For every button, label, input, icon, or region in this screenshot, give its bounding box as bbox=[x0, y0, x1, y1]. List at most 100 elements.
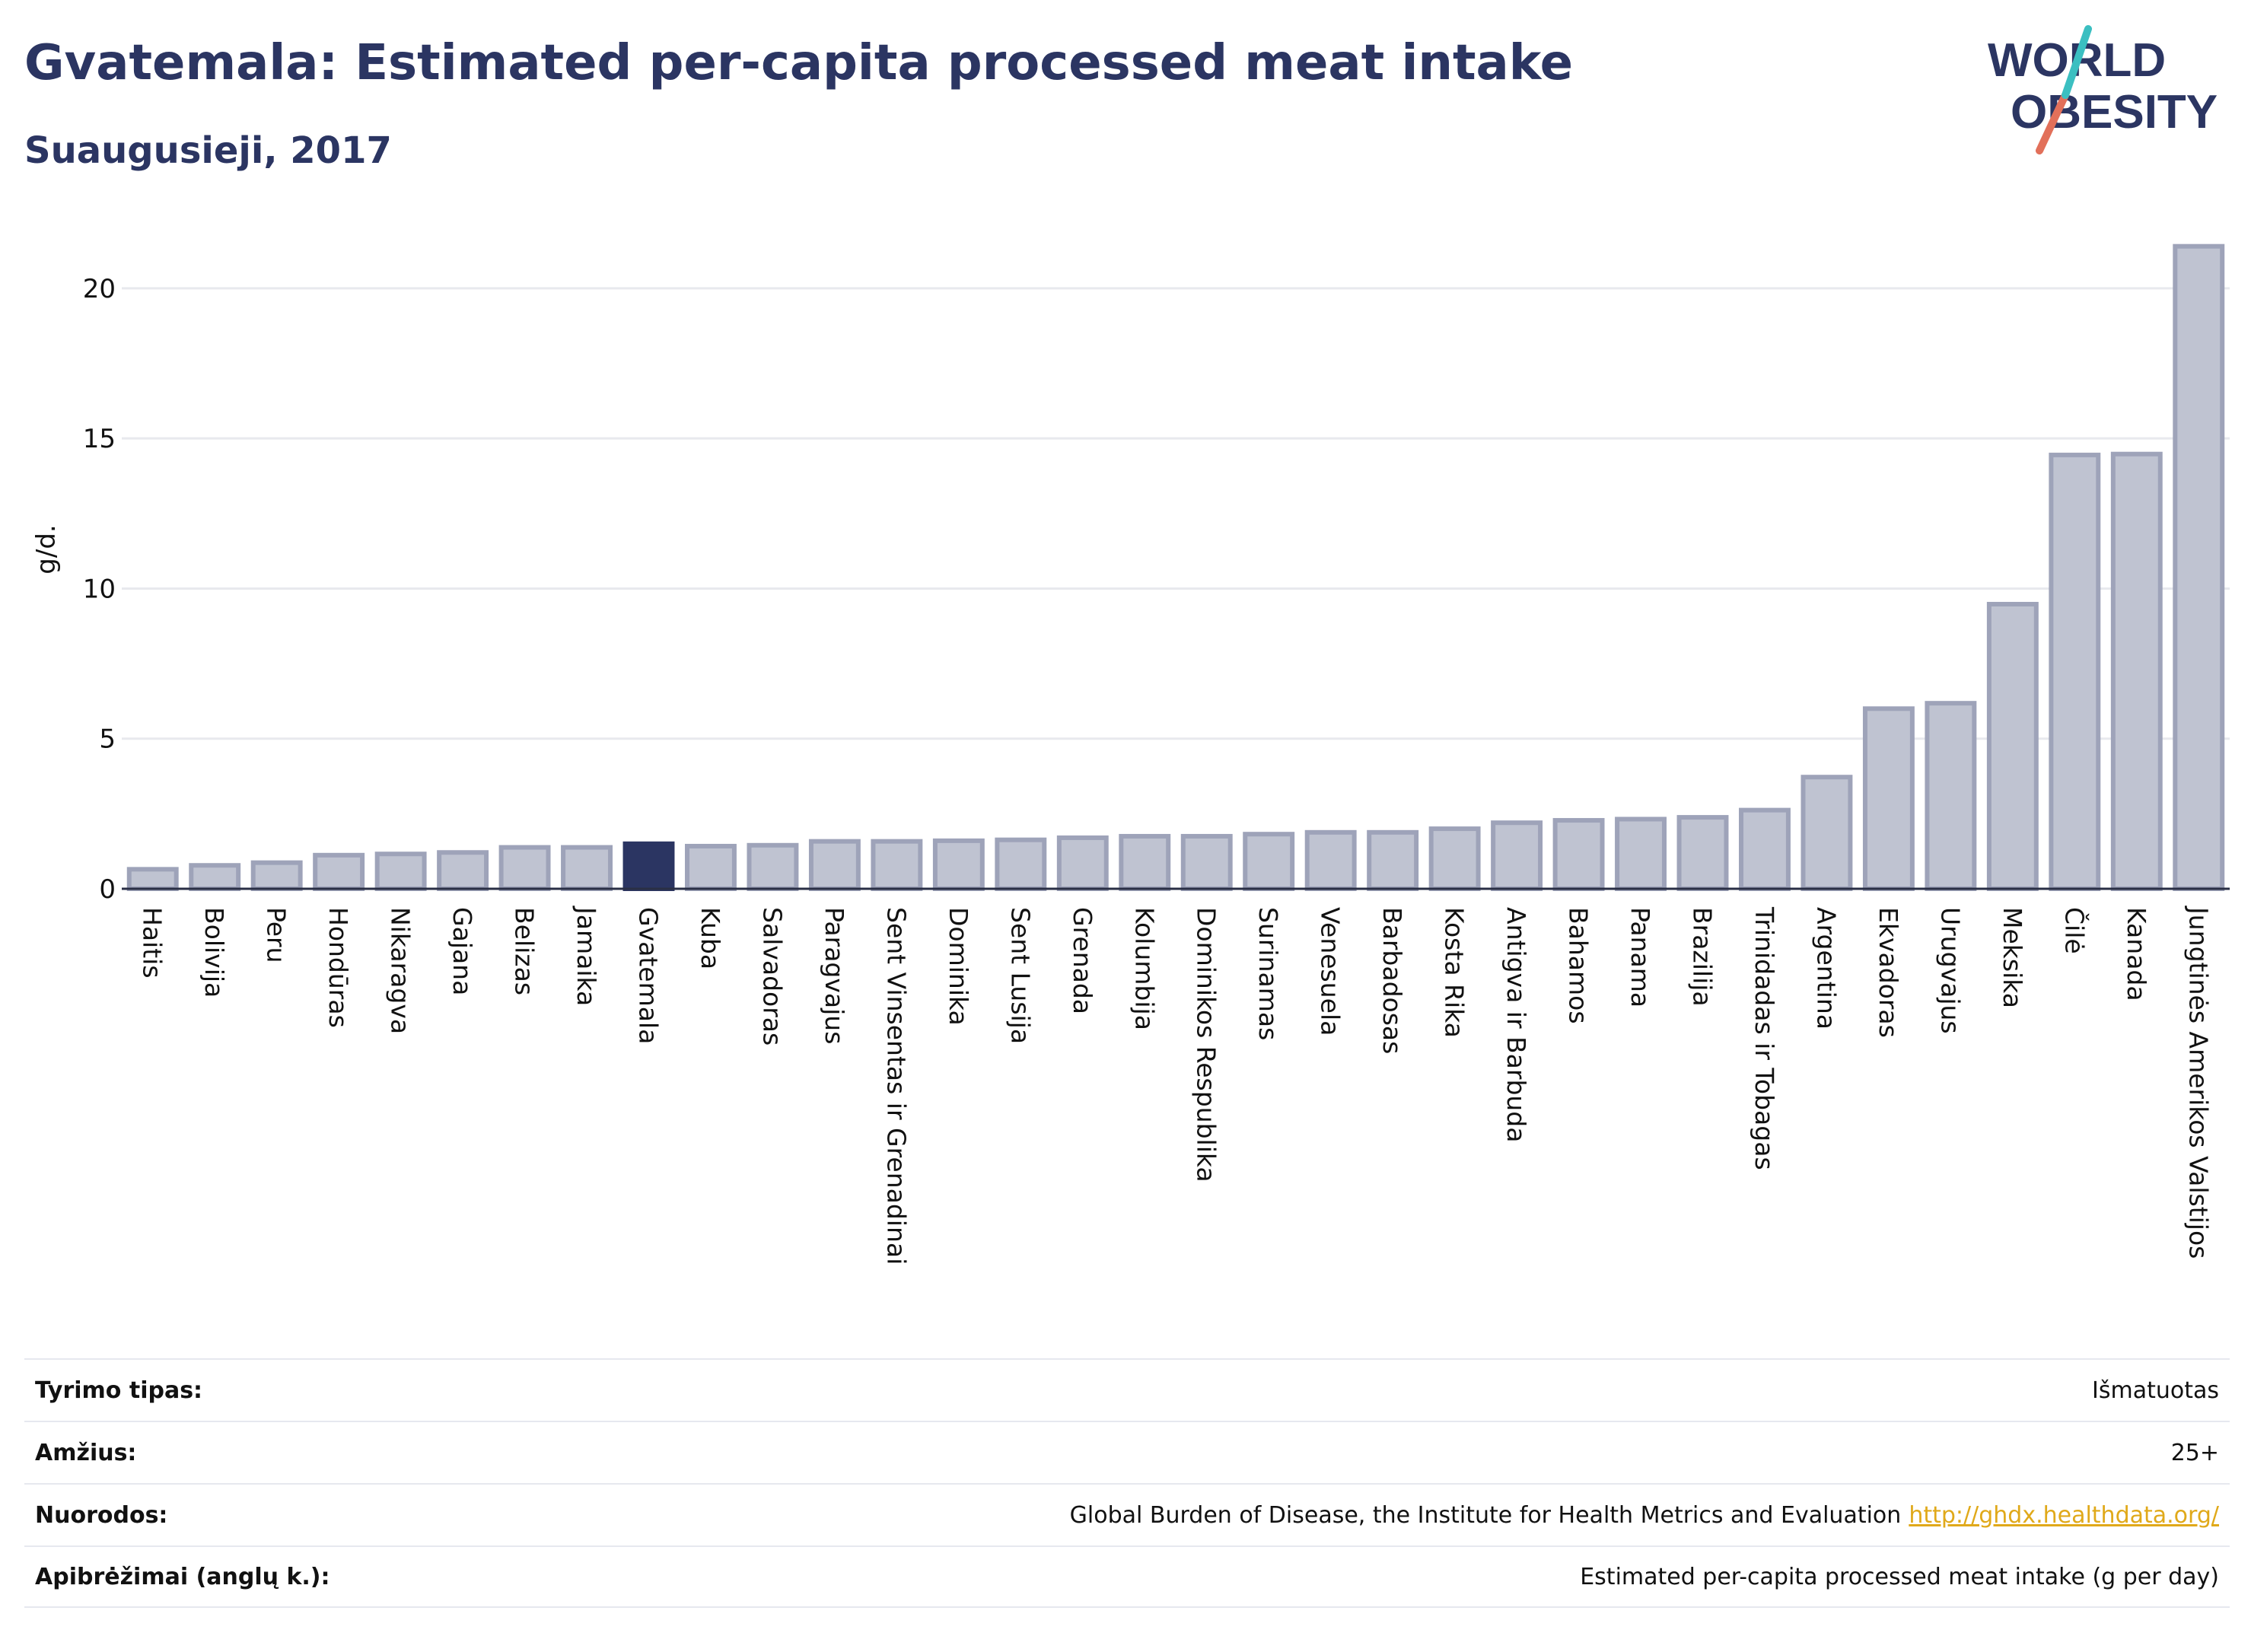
x-tick-label: Venesuela bbox=[1316, 907, 1345, 1036]
x-tick-label: Surinamas bbox=[1253, 907, 1283, 1040]
logo-slash-red bbox=[2036, 91, 2069, 154]
source-link[interactable]: http://ghdx.healthdata.org/ bbox=[1909, 1501, 2219, 1529]
x-tick-label: Kuba bbox=[696, 907, 725, 969]
y-axis-label: g/d. bbox=[31, 524, 62, 574]
y-tick-label: 15 bbox=[83, 424, 116, 454]
bar[interactable] bbox=[1056, 835, 1109, 891]
bars bbox=[126, 244, 2225, 892]
x-tick-label: Urugvajus bbox=[1935, 907, 1965, 1034]
bar[interactable] bbox=[622, 841, 675, 892]
x-tick-label: Bolivija bbox=[199, 907, 229, 998]
x-tick-label: Barbadosas bbox=[1377, 907, 1407, 1054]
bar[interactable] bbox=[1180, 833, 1233, 892]
bar[interactable] bbox=[1739, 807, 1791, 892]
chart-subtitle: Suaugusieji, 2017 bbox=[24, 129, 392, 172]
x-tick-label: Gajana bbox=[447, 907, 477, 995]
bar[interactable] bbox=[1862, 706, 1915, 891]
bar[interactable] bbox=[1304, 829, 1357, 891]
x-tick-label: Čilė bbox=[2059, 907, 2090, 954]
info-label: Apibrėžimai (anglų k.): bbox=[35, 1563, 330, 1590]
x-tick-label: Sent Lusija bbox=[1005, 907, 1035, 1044]
bar[interactable] bbox=[1552, 818, 1605, 891]
x-tick-label: Bahamos bbox=[1564, 907, 1594, 1024]
bar[interactable] bbox=[1986, 601, 2039, 891]
bar[interactable] bbox=[189, 863, 241, 892]
info-table: Tyrimo tipas: Išmatuotas Amžius: 25+ Nuorodo… bbox=[24, 1358, 2230, 1608]
info-label: Tyrimo tipas: bbox=[35, 1377, 203, 1404]
y-tick-label: 5 bbox=[99, 724, 116, 755]
bar[interactable] bbox=[1615, 816, 1667, 891]
x-tick-label: Haitis bbox=[138, 907, 167, 979]
x-tick-label: Hondūras bbox=[323, 907, 353, 1028]
info-row: Tyrimo tipas: Išmatuotas bbox=[24, 1358, 2230, 1421]
bar[interactable] bbox=[437, 850, 489, 892]
bar[interactable] bbox=[1367, 829, 1419, 891]
x-tick-label: Meksika bbox=[1998, 907, 2027, 1008]
x-tick-label: Brazilija bbox=[1688, 907, 1718, 1007]
info-row: Amžius: 25+ bbox=[24, 1421, 2230, 1483]
x-tick-label: Dominikos Respublika bbox=[1192, 907, 1221, 1183]
y-tick-label: 0 bbox=[99, 874, 116, 905]
info-value-text: Global Burden of Disease, the Institute … bbox=[1069, 1501, 1902, 1529]
y-tick-label: 20 bbox=[83, 274, 116, 304]
info-value: Global Burden of Disease, the Institute … bbox=[1070, 1502, 2219, 1529]
x-tick-label: Sent Vinsentas ir Grenadinai bbox=[881, 907, 911, 1265]
info-value: Estimated per-capita processed meat inta… bbox=[1580, 1564, 2219, 1590]
axes: 0 5 10 15 20 Haitis Bolivija Peru Hondūras Nikara… bbox=[83, 274, 2230, 1265]
x-tick-label: Peru bbox=[262, 907, 291, 963]
x-tick-label: Kosta Rika bbox=[1440, 907, 1469, 1038]
chart-title: Gvatemala: Estimated per-capita processe… bbox=[24, 35, 1573, 91]
info-value-text: Išmatuotas bbox=[2092, 1377, 2219, 1404]
x-tick-label: Kanada bbox=[2122, 907, 2151, 1001]
info-label: Nuorodos: bbox=[35, 1501, 168, 1529]
x-tick-label: Nikaragva bbox=[386, 907, 415, 1034]
bar[interactable] bbox=[1925, 701, 1977, 891]
bar[interactable] bbox=[250, 860, 303, 892]
x-tick-label: Trinidadas ir Tobagas bbox=[1750, 906, 1779, 1170]
x-tick-label: Dominika bbox=[944, 907, 973, 1026]
info-label: Amžius: bbox=[35, 1439, 137, 1466]
info-row: Nuorodos: Global Burden of Disease, the I… bbox=[24, 1483, 2230, 1545]
info-row: Apibrėžimai (anglų k.): Estimated per-cap… bbox=[24, 1545, 2230, 1608]
world-obesity-logo: WORLD OBESITY bbox=[1988, 25, 2218, 154]
bar[interactable] bbox=[932, 838, 985, 891]
x-tick-label: Argentina bbox=[1811, 907, 1841, 1030]
info-value-text: 25+ bbox=[2170, 1439, 2219, 1466]
x-tick-label: Paragvajus bbox=[820, 907, 849, 1044]
bar[interactable] bbox=[498, 845, 551, 892]
info-value: Išmatuotas bbox=[2092, 1377, 2219, 1404]
x-tick-label: Belizas bbox=[510, 907, 540, 995]
x-tick-label: Ekvadoras bbox=[1874, 907, 1903, 1038]
x-tick-label: Jamaika bbox=[572, 906, 601, 1006]
bar[interactable] bbox=[1676, 815, 1729, 891]
bar[interactable] bbox=[1428, 826, 1481, 892]
y-tick-label: 10 bbox=[83, 574, 116, 604]
bar[interactable] bbox=[1800, 775, 1853, 891]
bar[interactable] bbox=[685, 843, 737, 891]
bar[interactable] bbox=[313, 852, 365, 892]
grid-lines bbox=[122, 287, 2230, 740]
x-tick-label: Kolumbija bbox=[1129, 907, 1159, 1030]
bar[interactable] bbox=[561, 845, 613, 892]
bar[interactable] bbox=[1243, 832, 1295, 892]
bar[interactable] bbox=[2110, 451, 2163, 891]
x-tick-label: Panama bbox=[1625, 907, 1655, 1007]
bar[interactable] bbox=[374, 851, 427, 892]
x-tick-label: Jungtinės Amerikos Valstijos bbox=[2183, 906, 2213, 1259]
x-tick-label: Salvadoras bbox=[757, 907, 787, 1046]
info-value: 25+ bbox=[2171, 1440, 2219, 1466]
bar[interactable] bbox=[808, 839, 861, 892]
bar[interactable] bbox=[995, 837, 1047, 891]
x-tick-label: Grenada bbox=[1068, 907, 1097, 1014]
x-tick-label: Antigva ir Barbuda bbox=[1501, 907, 1531, 1142]
bar[interactable] bbox=[1119, 833, 1171, 892]
bar[interactable] bbox=[2049, 452, 2101, 891]
bar[interactable] bbox=[126, 867, 179, 891]
info-value-text: Estimated per-capita processed meat inta… bbox=[1580, 1563, 2219, 1590]
bar[interactable] bbox=[747, 842, 799, 891]
x-tick-label: Gvatemala bbox=[634, 907, 664, 1044]
bar[interactable] bbox=[2173, 244, 2225, 891]
bar[interactable] bbox=[871, 839, 923, 892]
bar[interactable] bbox=[1491, 820, 1543, 891]
logo-slash-teal bbox=[2062, 25, 2092, 99]
